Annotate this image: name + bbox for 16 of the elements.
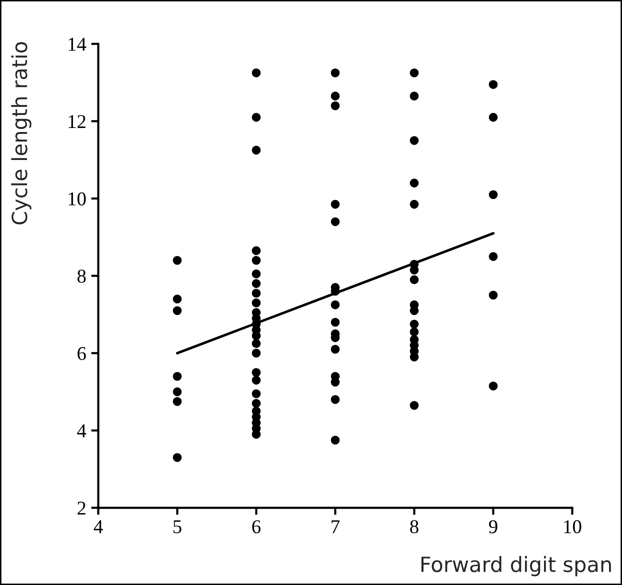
x-tick-label: 7 (332, 520, 340, 534)
x-tick-label: 8 (410, 520, 418, 534)
x-tick-label: 4 (94, 520, 103, 534)
y-axis-title: Cycle length ratio (11, 42, 32, 224)
y-tick-label: 10 (68, 192, 86, 206)
x-tick-label: 9 (489, 520, 498, 534)
x-axis-title: Forward digit span (421, 556, 611, 576)
y-tick-label: 12 (68, 115, 86, 128)
y-tick-label: 4 (77, 424, 86, 438)
y-tick-label: 8 (77, 270, 86, 283)
x-tick-label: 10 (564, 520, 582, 534)
y-tick-label: 14 (68, 38, 86, 51)
y-tick-label: 6 (78, 347, 86, 360)
y-tick-label: 2 (78, 502, 86, 515)
x-tick-label: 6 (252, 520, 261, 534)
x-tick-label: 5 (174, 520, 182, 534)
